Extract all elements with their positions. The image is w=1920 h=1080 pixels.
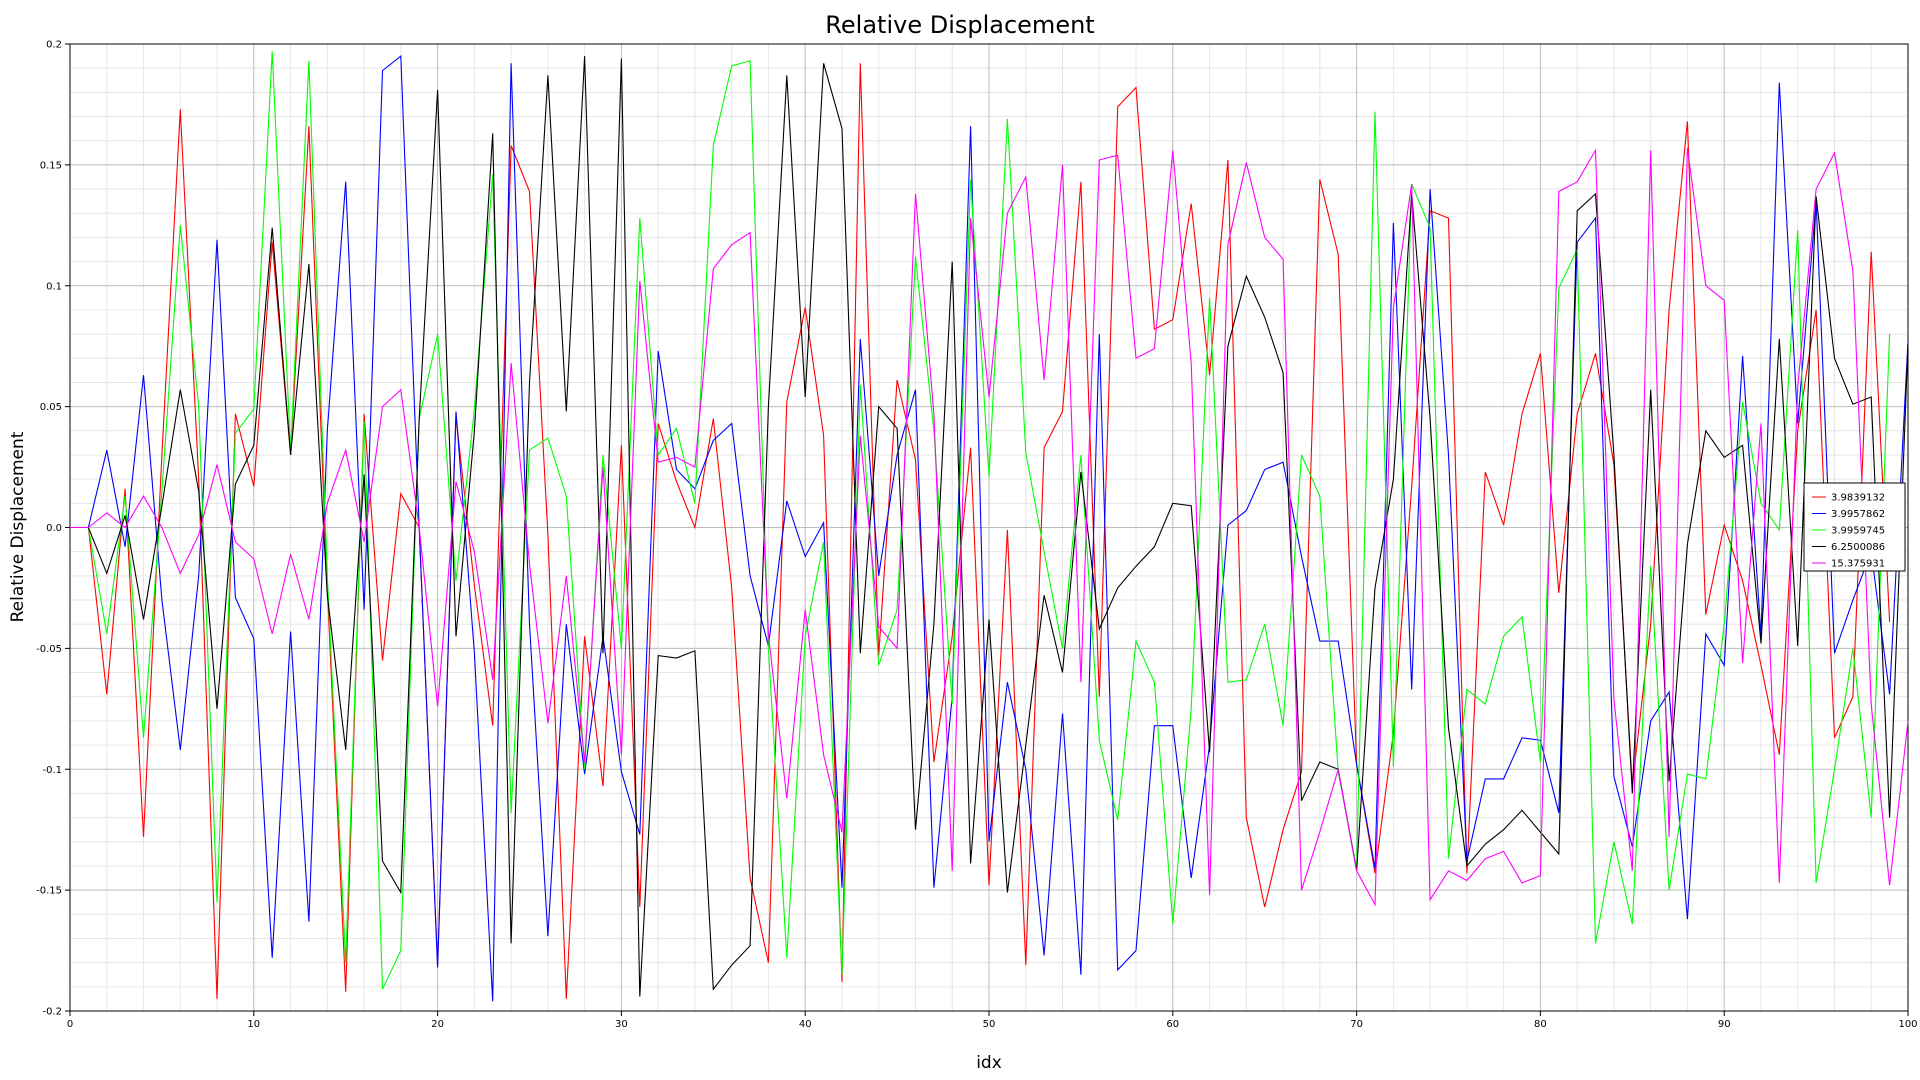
series-line <box>70 63 1891 999</box>
legend-label: 3.9959745 <box>1831 526 1885 537</box>
chart-title: Relative Displacement <box>825 11 1094 39</box>
x-tick-label: 80 <box>1534 1019 1547 1030</box>
x-tick-label: 30 <box>615 1019 628 1030</box>
x-axis-title: idx <box>976 1053 1002 1073</box>
legend-box <box>1803 482 1906 572</box>
y-tick-label: 0.05 <box>40 402 62 413</box>
x-tick-label: 50 <box>983 1019 996 1030</box>
y-tick-label: 0.1 <box>46 281 62 292</box>
legend-label: 3.9957862 <box>1831 509 1885 520</box>
x-tick-label: 90 <box>1718 1019 1731 1030</box>
series-line <box>70 51 1891 990</box>
legend-label: 15.375931 <box>1831 559 1885 570</box>
y-tick-label: -0.2 <box>42 1007 62 1018</box>
y-tick-label: -0.1 <box>42 765 62 776</box>
series-line <box>70 54 1909 1002</box>
y-axis: -0.2 -0.15 -0.1 -0.05 0.0 0.05 0.1 0.15 0.2 <box>36 40 70 1018</box>
x-tick-label: 40 <box>799 1019 812 1030</box>
x-tick-label: 100 <box>1898 1019 1917 1030</box>
x-axis: 0 10 20 30 40 50 60 70 80 90 100 <box>67 1011 1918 1030</box>
y-tick-label: 0.15 <box>40 160 62 171</box>
legend-label: 6.2500086 <box>1831 542 1885 553</box>
legend-label: 3.9839132 <box>1831 493 1885 504</box>
y-tick-label: 0.2 <box>46 40 62 51</box>
x-tick-label: 10 <box>247 1019 260 1030</box>
y-axis-title: Relative Displacement <box>8 431 28 622</box>
series-line <box>70 56 1909 997</box>
x-tick-label: 60 <box>1166 1019 1179 1030</box>
series-line <box>70 147 1909 907</box>
y-tick-label: -0.05 <box>36 644 62 655</box>
series-lines <box>70 51 1909 1002</box>
x-tick-label: 0 <box>67 1019 73 1030</box>
y-tick-label: -0.15 <box>36 886 62 897</box>
x-tick-label: 20 <box>431 1019 444 1030</box>
x-tick-label: 70 <box>1350 1019 1363 1030</box>
legend: 3.9839132 3.9957862 3.9959745 6.2500086 15.3… <box>1803 482 1906 572</box>
y-tick-label: 0.0 <box>46 523 62 534</box>
